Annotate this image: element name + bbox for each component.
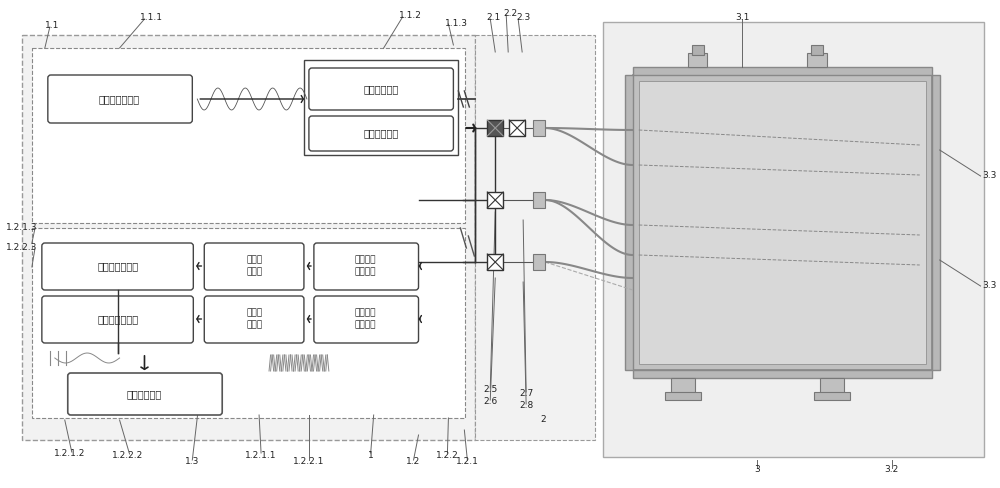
FancyBboxPatch shape xyxy=(309,68,453,110)
Text: 调制波形发生器: 调制波形发生器 xyxy=(99,94,140,104)
Text: 1.1.2: 1.1.2 xyxy=(399,12,421,20)
FancyBboxPatch shape xyxy=(68,373,222,415)
FancyBboxPatch shape xyxy=(48,75,192,123)
Bar xyxy=(811,45,823,55)
Bar xyxy=(475,35,595,440)
Bar xyxy=(32,48,465,223)
Bar xyxy=(692,45,704,55)
Bar xyxy=(633,67,932,75)
Text: 1.2.1.1: 1.2.1.1 xyxy=(245,450,277,460)
Text: 1.2: 1.2 xyxy=(406,458,421,467)
Text: 1.2.1: 1.2.1 xyxy=(456,458,479,467)
Text: 2.2: 2.2 xyxy=(503,9,517,19)
Text: 2.3: 2.3 xyxy=(516,14,530,22)
Text: 波电路: 波电路 xyxy=(246,321,262,329)
Bar xyxy=(671,378,695,396)
FancyBboxPatch shape xyxy=(42,296,193,343)
Text: 1.2.2.1: 1.2.2.1 xyxy=(293,458,325,467)
Bar xyxy=(487,192,503,208)
Bar xyxy=(665,392,701,400)
Text: 激光驱动电路: 激光驱动电路 xyxy=(363,84,398,94)
Bar xyxy=(633,370,932,378)
Bar xyxy=(639,81,926,364)
Text: 1.2.2.3: 1.2.2.3 xyxy=(6,244,37,252)
Text: 1.2.2.2: 1.2.2.2 xyxy=(112,451,143,461)
Text: 1.2.2: 1.2.2 xyxy=(436,450,459,460)
FancyBboxPatch shape xyxy=(314,243,419,290)
Bar xyxy=(814,392,850,400)
Bar xyxy=(22,35,475,440)
Bar xyxy=(603,22,984,457)
Text: 1.2.1.2: 1.2.1.2 xyxy=(54,449,85,459)
Text: 2.7: 2.7 xyxy=(519,389,533,399)
Text: 3.2: 3.2 xyxy=(885,466,899,474)
Text: 3.3: 3.3 xyxy=(983,170,997,180)
Bar xyxy=(533,254,545,270)
Text: 3: 3 xyxy=(754,466,760,474)
Text: 3.1: 3.1 xyxy=(735,14,750,22)
Bar xyxy=(533,120,545,136)
Text: 1: 1 xyxy=(368,450,374,460)
Text: 第二锁相放大器: 第二锁相放大器 xyxy=(97,314,138,324)
Text: 第二前置: 第二前置 xyxy=(355,308,376,318)
Bar xyxy=(625,75,633,370)
Text: 数字温控模块: 数字温控模块 xyxy=(363,128,398,138)
Text: 1.1: 1.1 xyxy=(45,21,59,30)
Text: 1.1.1: 1.1.1 xyxy=(140,14,163,22)
Bar xyxy=(304,60,458,155)
Text: 放大电路: 放大电路 xyxy=(355,267,376,277)
Text: 2.1: 2.1 xyxy=(486,14,501,22)
FancyBboxPatch shape xyxy=(314,296,419,343)
Bar xyxy=(932,75,940,370)
Text: 2.6: 2.6 xyxy=(483,398,497,407)
Bar xyxy=(487,254,503,270)
Text: 数据处理单元: 数据处理单元 xyxy=(127,389,162,399)
Bar xyxy=(820,378,844,396)
Bar xyxy=(688,53,707,67)
FancyBboxPatch shape xyxy=(42,243,193,290)
Bar xyxy=(633,75,932,370)
Text: 2.5: 2.5 xyxy=(483,386,497,394)
FancyBboxPatch shape xyxy=(204,296,304,343)
Text: 波电路: 波电路 xyxy=(246,267,262,277)
Text: 2: 2 xyxy=(540,415,546,425)
Text: 1.2.1.3: 1.2.1.3 xyxy=(6,224,37,232)
FancyBboxPatch shape xyxy=(204,243,304,290)
Text: 2.8: 2.8 xyxy=(519,402,533,410)
Bar xyxy=(533,192,545,208)
Text: 3.3: 3.3 xyxy=(983,281,997,289)
Text: 1.1.3: 1.1.3 xyxy=(445,19,468,27)
Text: 第一锁相放大器: 第一锁相放大器 xyxy=(97,261,138,271)
Bar xyxy=(487,120,503,136)
Text: 第一滤: 第一滤 xyxy=(246,256,262,264)
Text: 第二滤: 第二滤 xyxy=(246,308,262,318)
Text: 第一前置: 第一前置 xyxy=(355,256,376,264)
Bar xyxy=(807,53,827,67)
Text: 放大电路: 放大电路 xyxy=(355,321,376,329)
Bar xyxy=(509,120,525,136)
Bar xyxy=(32,228,465,418)
Text: 1.3: 1.3 xyxy=(185,458,200,467)
FancyBboxPatch shape xyxy=(309,116,453,151)
